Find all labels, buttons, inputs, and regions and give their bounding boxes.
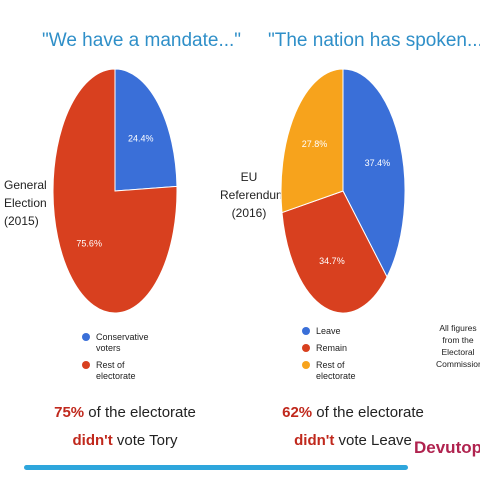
footer-text: of the electorate (312, 404, 424, 421)
footer-accent: didn't (294, 432, 335, 449)
legend-dot-icon (82, 361, 90, 369)
row-label-general-election: General Election (2015) (4, 178, 47, 228)
row-label-eu-referendum: EU Referendum (2016) (220, 170, 287, 220)
source-note: All figures from the Electoral Commissio… (436, 323, 480, 369)
pie-slice-remain (281, 190, 388, 314)
footer-right-line2: didn't vote Leave (268, 432, 438, 449)
pie-data-label: 24.4% (128, 133, 154, 143)
legend-item-conservative: Conservative voters (82, 332, 156, 354)
pie-data-label: 37.4% (365, 158, 391, 168)
bottom-bar (24, 465, 408, 470)
legend-item-remain: Remain (302, 343, 376, 354)
legend-label: Conservative voters (96, 332, 149, 353)
footer-accent: 75% (54, 404, 85, 421)
pie-data-label: 75.6% (76, 239, 102, 249)
pie-data-label: 34.7% (319, 256, 345, 266)
legend-dot-icon (302, 344, 310, 352)
footer-accent: didn't (72, 432, 113, 449)
footer-text: vote Tory (112, 432, 178, 449)
legend-label: Rest of electorate (96, 360, 136, 381)
legend-right: Leave Remain Rest of electorate (302, 326, 376, 388)
footer-text: of the electorate (84, 404, 196, 421)
brand-logo: Devutopia (414, 438, 480, 457)
pie-slice-rest-of-electorate (52, 68, 178, 314)
pie-slice-conservative-voters (114, 68, 178, 192)
pie-slice-rest-of-electorate (280, 68, 344, 214)
footer-right-line1: 62% of the electorate (268, 404, 438, 421)
legend-dot-icon (302, 361, 310, 369)
pie-chart-general-election: 24.4% 75.6% (52, 68, 178, 314)
footer-left-line1: 75% of the electorate (40, 404, 210, 421)
legend-item-leave: Leave (302, 326, 376, 337)
legend-dot-icon (302, 327, 310, 335)
legend-label: Remain (316, 343, 348, 353)
chart-title-right: "The nation has spoken..." (268, 30, 480, 51)
pie-chart-eu-referendum: 37.4% 34.7% 27.8% (280, 68, 406, 314)
footer-accent: 62% (282, 404, 313, 421)
footer-text: vote Leave (334, 432, 412, 449)
legend-label: Rest of electorate (316, 360, 356, 381)
legend-item-rest: Rest of electorate (82, 360, 156, 382)
legend-left: Conservative voters Rest of electorate (82, 332, 156, 388)
pie-slice-leave (342, 68, 406, 279)
footer-left-line2: didn't vote Tory (40, 432, 210, 449)
pie-data-label: 27.8% (302, 139, 328, 149)
chart-title-left: "We have a mandate..." (42, 30, 242, 51)
legend-item-rest: Rest of electorate (302, 360, 376, 382)
legend-dot-icon (82, 333, 90, 341)
legend-label: Leave (316, 326, 341, 336)
